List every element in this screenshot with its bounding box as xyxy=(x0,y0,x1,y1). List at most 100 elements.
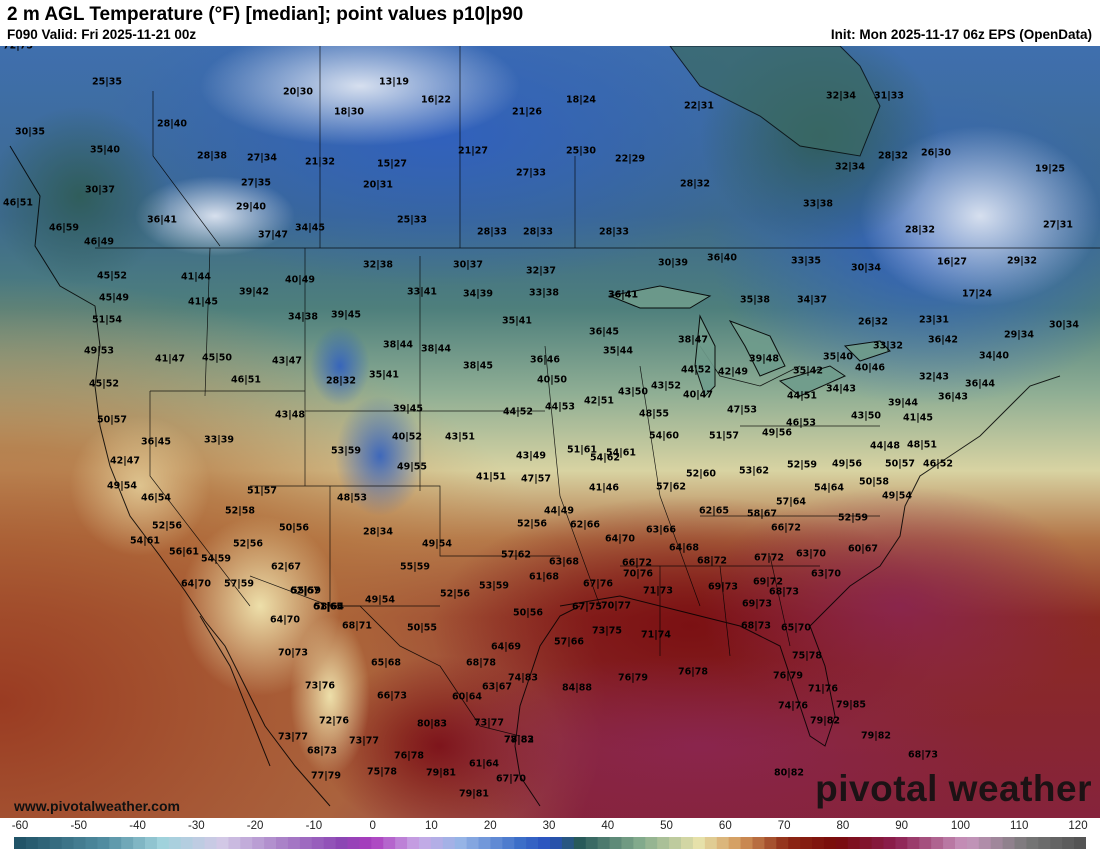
point-value-label: 48|55 xyxy=(639,408,669,420)
colorbar: -60 -50 -40 -30 -20 -10 0 10 20 30 40 50 60 70 80 90 100… xyxy=(0,818,1100,850)
colorbar-swatch xyxy=(430,837,444,849)
colorbar-tick-label: 100 xyxy=(950,820,971,832)
point-value-label: 72|75 xyxy=(3,46,33,51)
point-value-label: 74|76 xyxy=(778,700,808,712)
point-value-label: 40|49 xyxy=(285,274,315,286)
point-value-label: 16|27 xyxy=(937,256,967,268)
point-value-label: 46|53 xyxy=(786,417,816,429)
point-value-label: 29|34 xyxy=(1004,329,1034,341)
point-value-label: 45|52 xyxy=(97,270,127,282)
colorbar-swatch xyxy=(133,837,146,849)
point-value-label: 45|50 xyxy=(202,352,232,364)
colorbar-swatch xyxy=(299,837,313,849)
point-value-label: 52|59 xyxy=(787,459,817,471)
point-value-label: 52|56 xyxy=(152,520,182,532)
point-value-label: 49|56 xyxy=(762,427,792,439)
point-value-label: 15|27 xyxy=(377,158,407,170)
point-value-label: 46|59 xyxy=(49,222,79,234)
point-value-label: 46|49 xyxy=(84,236,114,248)
point-value-label: 54|61 xyxy=(606,447,636,459)
point-value-label: 37|47 xyxy=(258,229,288,241)
brand-logo: pivotal weather xyxy=(815,768,1092,809)
point-value-label: 28|32 xyxy=(878,150,908,162)
point-value-label: 36|43 xyxy=(938,391,968,403)
colorbar-tick-label: 80 xyxy=(836,820,850,832)
point-value-label: 54|60 xyxy=(649,430,679,442)
colorbar-swatch xyxy=(514,837,527,849)
colorbar-swatch xyxy=(1050,837,1063,849)
colorbar-swatch xyxy=(287,837,301,849)
colorbar-swatch xyxy=(73,837,87,849)
point-value-label: 44|52 xyxy=(503,406,533,418)
point-value-label: 43|48 xyxy=(275,409,305,421)
point-value-label: 26|30 xyxy=(921,147,951,159)
point-value-label: 30|37 xyxy=(85,184,115,196)
colorbar-swatch xyxy=(895,837,908,849)
colorbar-swatch xyxy=(395,837,408,849)
point-value-label: 40|50 xyxy=(537,374,567,386)
colorbar-tick-label: 30 xyxy=(542,820,556,832)
point-value-label: 71|73 xyxy=(643,585,673,597)
point-value-label: 51|57 xyxy=(247,485,277,497)
point-value-label: 33|35 xyxy=(791,255,821,267)
colorbar-swatch xyxy=(1002,837,1016,849)
point-value-label: 76|78 xyxy=(678,666,708,678)
point-value-label: 67|75 xyxy=(572,601,602,613)
point-value-label: 77|82 xyxy=(504,734,534,746)
point-value-label: 36|44 xyxy=(965,378,995,390)
colorbar-swatch xyxy=(990,837,1004,849)
colorbar-swatch xyxy=(823,837,837,849)
colorbar-swatch xyxy=(550,837,563,849)
point-value-label: 58|67 xyxy=(747,508,777,520)
point-value-label: 76|78 xyxy=(394,750,424,762)
point-value-label: 32|38 xyxy=(363,259,393,271)
point-value-label: 36|41 xyxy=(608,289,638,301)
colorbar-swatch xyxy=(466,837,480,849)
colorbar-swatch xyxy=(621,837,634,849)
temperature-map[interactable]: 25|35 20|30 13|19 16|22 18|30 21|26 18|24 22|31… xyxy=(0,46,1100,818)
colorbar-tick-label: 50 xyxy=(660,820,673,832)
point-value-label: 69|73 xyxy=(742,598,772,610)
point-value-label: 79|85 xyxy=(836,699,866,711)
point-value-label: 28|33 xyxy=(523,226,553,238)
point-value-label: 65|68 xyxy=(371,657,401,669)
point-value-label: 54|62 xyxy=(590,452,620,464)
point-value-label: 63|70 xyxy=(811,568,841,580)
point-value-label: 48|53 xyxy=(337,492,367,504)
point-value-label: 49|55 xyxy=(397,461,427,473)
point-value-label: 57|62 xyxy=(656,481,686,493)
point-value-label: 35|38 xyxy=(740,294,770,306)
colorbar-swatch xyxy=(561,837,575,849)
point-value-label: 23|31 xyxy=(919,314,949,326)
point-value-label: 41|47 xyxy=(155,353,185,365)
colorbar-swatch xyxy=(216,837,229,849)
colorbar-swatch xyxy=(335,837,349,849)
point-value-label: 58|64 xyxy=(314,601,344,613)
point-value-label: 62|67 xyxy=(271,561,301,573)
point-value-label: 50|56 xyxy=(513,607,543,619)
colorbar-swatch xyxy=(1062,837,1075,849)
point-value-label: 28|34 xyxy=(363,526,393,538)
point-value-label: 43|50 xyxy=(618,386,648,398)
point-value-label: 71|76 xyxy=(808,683,838,695)
point-value-label: 63|66 xyxy=(646,524,676,536)
point-value-label: 22|29 xyxy=(615,153,645,165)
colorbar-swatch xyxy=(978,837,992,849)
website-watermark: www.pivotalweather.com xyxy=(14,798,180,814)
point-value-label: 54|64 xyxy=(814,482,844,494)
colorbar-swatch xyxy=(907,837,920,849)
colorbar-tick-label: 20 xyxy=(483,820,497,832)
point-value-label: 21|32 xyxy=(305,156,335,168)
point-value-label: 34|40 xyxy=(979,350,1009,362)
point-value-label: 34|37 xyxy=(797,294,827,306)
point-value-label: 62|65 xyxy=(699,505,729,517)
point-value-label: 34|39 xyxy=(463,288,493,300)
colorbar-swatch xyxy=(573,837,587,849)
point-value-label: 33|38 xyxy=(803,198,833,210)
colorbar-swatch xyxy=(728,837,742,849)
point-value-label: 43|47 xyxy=(272,355,302,367)
point-value-label: 43|49 xyxy=(516,450,546,462)
point-value-label: 39|42 xyxy=(239,286,269,298)
point-value-label: 48|51 xyxy=(907,439,937,451)
point-value-label: 49|54 xyxy=(107,480,137,492)
